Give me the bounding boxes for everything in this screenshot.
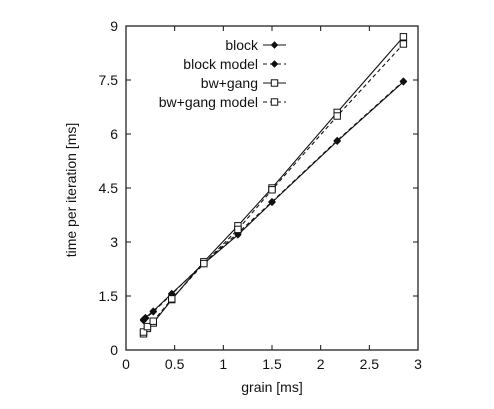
y-tick-label: 7.5 [99, 72, 119, 88]
y-tick-label: 4.5 [99, 180, 119, 196]
series-group [139, 33, 408, 338]
data-point [333, 136, 341, 145]
legend-item: block [225, 37, 286, 53]
x-tick-label: 1 [219, 356, 227, 372]
data-point [149, 317, 157, 325]
y-tick-label: 9 [110, 18, 118, 34]
legend-label: block [225, 37, 259, 53]
legend-item: bw+gang model [159, 94, 286, 110]
axis-ticks [125, 25, 419, 351]
legend-marker [270, 41, 279, 49]
data-point [399, 33, 408, 41]
data-point [141, 314, 150, 323]
y-tick-label: 3 [110, 234, 118, 250]
x-tick-label: 3 [414, 356, 422, 372]
series-line [143, 80, 404, 321]
data-point [139, 328, 148, 336]
legend-label: block model [183, 56, 258, 72]
legend: block block model bw+gang bw+gang model [159, 37, 286, 110]
legend-label: bw+gang [201, 75, 258, 91]
x-tick-label: 2.5 [360, 356, 380, 372]
y-tick-label: 6 [110, 126, 118, 142]
x-axis-label: grain [ms] [241, 379, 302, 395]
y-axis-label: time per iteration [ms] [63, 123, 79, 258]
legend-item: block model [183, 56, 286, 72]
data-point [399, 77, 408, 85]
y-tick-label: 0 [110, 342, 118, 358]
x-tick-label: 1.5 [262, 356, 282, 372]
x-tick-label: 0.5 [165, 356, 185, 372]
data-point [200, 259, 208, 268]
data-point [268, 186, 276, 194]
legend-marker [270, 60, 279, 68]
y-tick-label: 1.5 [99, 288, 119, 304]
data-point [333, 112, 341, 120]
x-tick-label: 2 [317, 356, 325, 372]
data-point [234, 225, 242, 234]
x-tick-label: 0 [122, 356, 130, 372]
legend-marker [270, 79, 279, 87]
data-point [268, 197, 276, 206]
legend-marker [270, 98, 279, 106]
data-point [149, 308, 158, 316]
series-bw-gang [139, 33, 408, 338]
data-point [399, 40, 408, 48]
axis-tick-labels: 0 0.5 1 1.5 2 2.5 3 0 1.5 3 4.5 6 7.5 9 [99, 18, 423, 372]
data-point [143, 322, 152, 331]
legend-label: bw+gang model [159, 94, 258, 110]
legend-item: bw+gang [201, 75, 286, 91]
data-point [168, 295, 176, 303]
series-bw-gang-model [139, 40, 408, 336]
series-block-model [139, 77, 408, 325]
